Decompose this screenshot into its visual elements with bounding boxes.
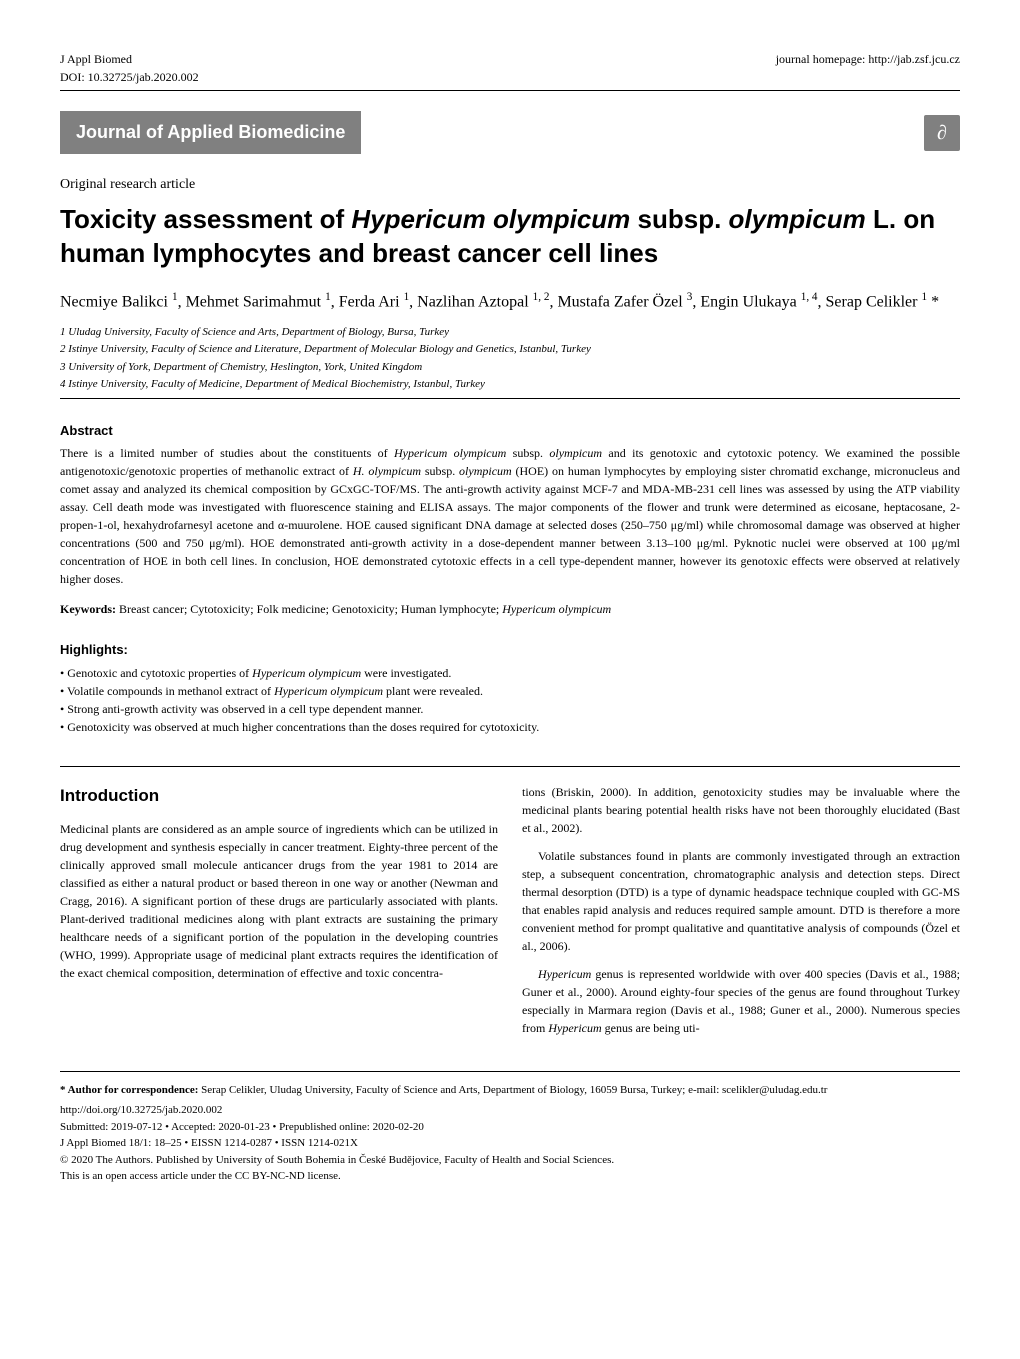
keywords-text: Breast cancer; Cytotoxicity; Folk medici…: [119, 602, 611, 616]
journal-title: Journal of Applied Biomedicine: [60, 111, 361, 154]
abstract-heading: Abstract: [60, 421, 960, 441]
highlight-item: Genotoxic and cytotoxic properties of Hy…: [60, 664, 960, 682]
intro-paragraph: Hypericum genus is represented worldwide…: [522, 965, 960, 1037]
highlight-item: Genotoxicity was observed at much higher…: [60, 718, 960, 736]
affiliation-4: 4 Istinye University, Faculty of Medicin…: [60, 376, 960, 393]
header-left: J Appl Biomed DOI: 10.32725/jab.2020.002: [60, 50, 199, 86]
article-title: Toxicity assessment of Hypericum olympic…: [60, 203, 960, 271]
highlights-label: Highlights:: [60, 640, 960, 660]
open-access-icon: ∂: [924, 115, 960, 151]
keywords-label: Keywords:: [60, 602, 116, 616]
abstract-text: There is a limited number of studies abo…: [60, 444, 960, 588]
affiliations: 1 Uludag University, Faculty of Science …: [60, 324, 960, 399]
authors: Necmiye Balikci 1, Mehmet Sarimahmut 1, …: [60, 289, 960, 314]
introduction-section: Introduction Medicinal plants are consid…: [60, 766, 960, 1047]
license: This is an open access article under the…: [60, 1168, 960, 1185]
introduction-heading: Introduction: [60, 783, 498, 809]
affiliation-1: 1 Uludag University, Faculty of Science …: [60, 324, 960, 341]
header-divider: [60, 90, 960, 91]
intro-paragraph: Medicinal plants are considered as an am…: [60, 820, 498, 982]
affiliation-3: 3 University of York, Department of Chem…: [60, 359, 960, 376]
intro-paragraph: tions (Briskin, 2000). In addition, geno…: [522, 783, 960, 837]
submitted-dates: Submitted: 2019-07-12 • Accepted: 2020-0…: [60, 1119, 960, 1136]
doi-url: http://doi.org/10.32725/jab.2020.002: [60, 1102, 960, 1119]
header-row: J Appl Biomed DOI: 10.32725/jab.2020.002…: [60, 50, 960, 86]
keywords: Keywords: Breast cancer; Cytotoxicity; F…: [60, 600, 960, 618]
article-type: Original research article: [60, 174, 960, 195]
highlights-list: Genotoxic and cytotoxic properties of Hy…: [60, 664, 960, 736]
doi: DOI: 10.32725/jab.2020.002: [60, 68, 199, 86]
copyright: © 2020 The Authors. Published by Univers…: [60, 1152, 960, 1169]
intro-paragraph: Volatile substances found in plants are …: [522, 847, 960, 955]
affiliation-2: 2 Istinye University, Faculty of Science…: [60, 341, 960, 358]
journal-abbrev: J Appl Biomed: [60, 50, 199, 68]
citation: J Appl Biomed 18/1: 18–25 • EISSN 1214-0…: [60, 1135, 960, 1152]
highlights: Highlights: Genotoxic and cytotoxic prop…: [60, 640, 960, 736]
homepage: journal homepage: http://jab.zsf.jcu.cz: [776, 50, 960, 86]
highlight-item: Volatile compounds in methanol extract o…: [60, 682, 960, 700]
correspondence: * Author for correspondence: Serap Celik…: [60, 1082, 960, 1099]
journal-title-bar: Journal of Applied Biomedicine ∂: [60, 111, 960, 154]
highlight-item: Strong anti-growth activity was observed…: [60, 700, 960, 718]
footer: * Author for correspondence: Serap Celik…: [60, 1071, 960, 1185]
